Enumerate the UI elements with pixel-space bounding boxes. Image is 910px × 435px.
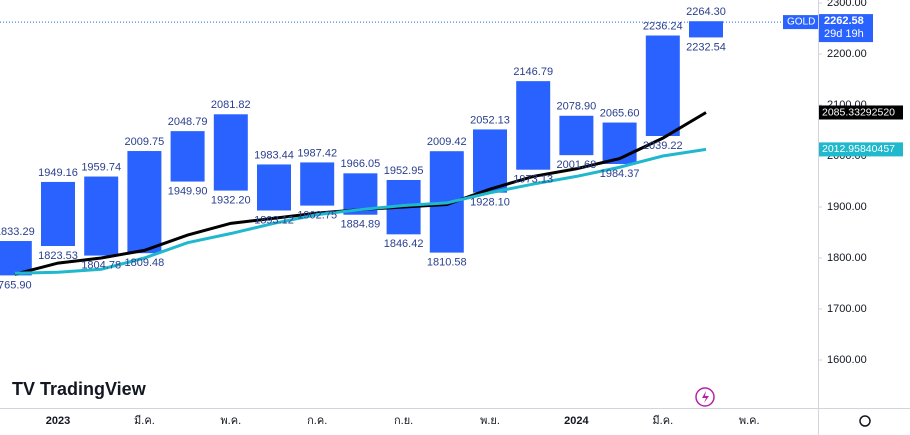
bar bbox=[689, 21, 723, 38]
bar bbox=[170, 131, 205, 182]
low-label: 1804.78 bbox=[81, 259, 121, 271]
x-tick-label: พ.ค. bbox=[739, 415, 760, 427]
high-label: 1833.29 bbox=[0, 226, 35, 238]
x-tick-label: มี.ค. bbox=[652, 414, 673, 427]
high-label: 2065.60 bbox=[600, 107, 640, 119]
low-label: 1809.48 bbox=[125, 257, 165, 269]
bar bbox=[41, 181, 75, 247]
high-label: 2146.79 bbox=[513, 66, 553, 78]
high-label: 2081.82 bbox=[211, 99, 251, 111]
y-tick-label: 1900.00 bbox=[827, 201, 867, 213]
x-tick-label: พ.ย. bbox=[480, 415, 500, 427]
lightning-icon bbox=[702, 391, 709, 403]
line-badge bbox=[819, 105, 903, 120]
bar bbox=[559, 115, 594, 156]
low-label: 1884.89 bbox=[341, 219, 381, 231]
x-tick-label: 2024 bbox=[564, 415, 589, 427]
bar bbox=[213, 114, 248, 191]
high-label: 1949.16 bbox=[38, 167, 78, 179]
y-tick-label: 1600.00 bbox=[827, 354, 867, 366]
low-label: 765.90 bbox=[0, 279, 32, 291]
low-label: 2039.22 bbox=[643, 140, 683, 152]
high-label: 1966.05 bbox=[341, 158, 381, 170]
bar bbox=[257, 164, 291, 211]
x-tick-label: มี.ค. bbox=[134, 414, 155, 427]
high-label: 2009.75 bbox=[125, 136, 165, 148]
bar bbox=[645, 35, 680, 137]
symbol-badge bbox=[783, 15, 818, 30]
low-label: 1932.20 bbox=[211, 194, 251, 206]
bar bbox=[473, 129, 507, 193]
high-label: 2048.79 bbox=[168, 116, 208, 128]
x-tick-label: ก.ย. bbox=[394, 415, 413, 427]
low-label: 1823.53 bbox=[38, 250, 78, 262]
high-label: 2078.90 bbox=[557, 101, 597, 113]
high-label: 1952.95 bbox=[384, 165, 424, 177]
y-tick-label: 2200.00 bbox=[827, 48, 867, 60]
line-badge-label: 2012.95840457 bbox=[822, 143, 895, 155]
bar bbox=[127, 151, 162, 254]
high-label: 1983.44 bbox=[254, 149, 294, 161]
high-label: 2052.13 bbox=[470, 114, 510, 126]
bar bbox=[0, 241, 32, 276]
x-tick-label: ก.ค. bbox=[307, 415, 327, 427]
settings-button[interactable] bbox=[859, 415, 871, 427]
high-label: 2009.42 bbox=[427, 136, 467, 148]
lightning-button[interactable] bbox=[695, 387, 715, 407]
low-label: 1973.13 bbox=[513, 174, 553, 186]
y-tick-label: 1800.00 bbox=[827, 252, 867, 264]
low-label: 1928.10 bbox=[470, 197, 510, 209]
x-tick-label: 2023 bbox=[46, 415, 70, 427]
high-label: 2236.24 bbox=[643, 20, 683, 32]
price-label: 2262.58 bbox=[824, 15, 864, 27]
countdown-label: 29d 19h bbox=[824, 28, 864, 40]
bar bbox=[516, 81, 551, 170]
low-label: 1846.42 bbox=[384, 238, 424, 250]
bar bbox=[84, 176, 119, 256]
logo-mark: TV bbox=[12, 379, 35, 399]
low-label: 1810.58 bbox=[427, 257, 467, 269]
high-label: 1987.42 bbox=[297, 147, 337, 159]
bar bbox=[300, 162, 335, 206]
low-label: 2232.54 bbox=[686, 41, 726, 53]
line-badge-label: 2085.33292520 bbox=[822, 106, 895, 118]
low-label: 1949.90 bbox=[168, 185, 208, 197]
high-label: 2264.30 bbox=[686, 6, 726, 18]
low-label: 1893.12 bbox=[254, 214, 294, 226]
y-tick-label: 2300.00 bbox=[827, 0, 867, 9]
low-label: 1984.37 bbox=[600, 168, 640, 180]
low-label: 2001.68 bbox=[557, 159, 597, 171]
x-tick-label: พ.ค. bbox=[220, 415, 241, 427]
y-tick-label: 1700.00 bbox=[827, 303, 867, 315]
line-badge bbox=[819, 142, 903, 157]
low-label: 1902.75 bbox=[297, 210, 337, 222]
logo-text: TradingView bbox=[40, 379, 147, 399]
high-label: 1959.74 bbox=[81, 161, 121, 173]
ma-line bbox=[14, 147, 707, 275]
symbol-label: GOLD bbox=[787, 17, 815, 28]
price-badge bbox=[819, 14, 873, 43]
